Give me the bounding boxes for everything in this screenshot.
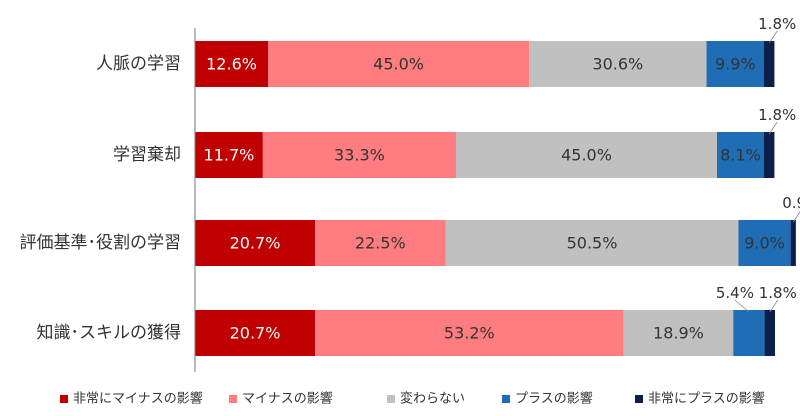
- data-label: 11.7%: [204, 146, 255, 165]
- legend-swatch: [502, 395, 510, 403]
- leader-line: [769, 299, 779, 313]
- data-label: 45.0%: [373, 55, 424, 74]
- legend-label: 非常にマイナスの影響: [73, 391, 203, 407]
- bar-segment: [623, 310, 734, 356]
- category-label: 学習棄却: [113, 145, 181, 165]
- bar-segment: [195, 132, 263, 178]
- data-label: 1.8%: [759, 284, 797, 302]
- data-label: 0.9%: [782, 194, 800, 212]
- category-label: 人脈の学習: [96, 54, 181, 74]
- legend-swatch: [60, 395, 68, 403]
- data-label: 30.6%: [592, 55, 643, 74]
- data-label: 12.6%: [206, 55, 257, 74]
- legend-swatch: [635, 395, 643, 403]
- bar-segment: [790, 220, 796, 266]
- leader-line: [768, 121, 778, 135]
- bar-area: 12.6% 45.0% 30.6% 9.9% 11.7% 33.3% 45.0% 8.1% 20…: [195, 41, 796, 356]
- category-label: 知識･スキルの獲得: [37, 323, 182, 343]
- bar-segment: [738, 220, 791, 266]
- legend-label: 非常にプラスの影響: [648, 391, 765, 407]
- legend-label: 変わらない: [400, 391, 465, 407]
- bar-segment: [445, 220, 739, 266]
- leader-line: [734, 299, 750, 313]
- data-label: 50.5%: [567, 234, 618, 253]
- data-label: 9.0%: [744, 234, 785, 253]
- bar-segment: [195, 41, 269, 87]
- data-label: 5.4%: [716, 284, 754, 302]
- bar-segment: [262, 132, 456, 178]
- bar-segment: [315, 310, 624, 356]
- bar-segment: [195, 220, 316, 266]
- legend-swatch: [387, 395, 395, 403]
- bar-segment: [764, 310, 775, 356]
- data-label: 18.9%: [653, 324, 704, 343]
- bar-segment: [268, 41, 530, 87]
- data-label: 8.1%: [720, 146, 761, 165]
- legend-swatch: [229, 395, 237, 403]
- data-label: 20.7%: [230, 234, 281, 253]
- bar-segment: [717, 132, 764, 178]
- leader-line: [768, 30, 778, 44]
- legend-label: マイナスの影響: [242, 391, 333, 407]
- bar-segment: [733, 310, 765, 356]
- bar-segment: [456, 132, 717, 178]
- data-label: 9.9%: [715, 55, 756, 74]
- bar-segment: [315, 220, 446, 266]
- bar-segment: [529, 41, 707, 87]
- data-label: 20.7%: [230, 324, 281, 343]
- data-label: 22.5%: [355, 234, 406, 253]
- bar-segment: [763, 41, 775, 87]
- bar-segment: [195, 310, 316, 356]
- legend: 非常にマイナスの影響 マイナスの影響 変わらない プラスの影響 非常にプラスの影響: [60, 391, 765, 407]
- data-label: 33.3%: [334, 146, 385, 165]
- category-label: 評価基準･役割の学習: [20, 233, 182, 253]
- data-label: 53.2%: [444, 324, 495, 343]
- bar-segment: [706, 41, 764, 87]
- legend-label: プラスの影響: [515, 391, 593, 407]
- data-label: 1.8%: [758, 106, 796, 124]
- bar-segment: [763, 132, 775, 178]
- data-label: 45.0%: [561, 146, 612, 165]
- data-label: 1.8%: [758, 15, 796, 33]
- outside-labels: 1.8% 1.8% 0.9% 5.4% 1.8%: [716, 15, 800, 313]
